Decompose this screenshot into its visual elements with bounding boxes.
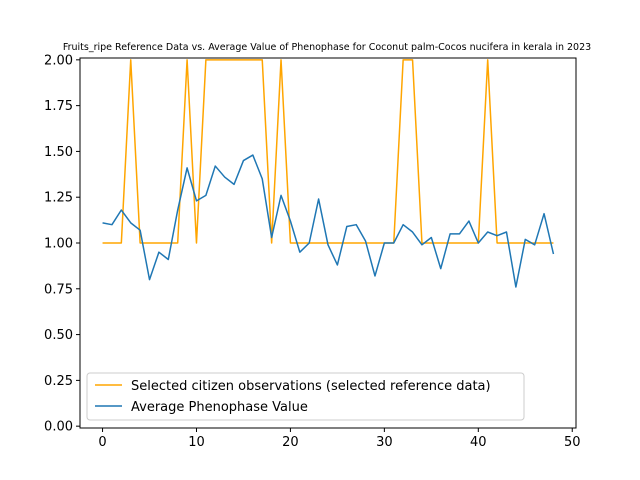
- y-tick-label: 0.75: [44, 282, 73, 297]
- series-line-average: [102, 154, 555, 288]
- y-tick-label: 0.25: [44, 374, 73, 389]
- y-tick-label: 1.50: [44, 145, 73, 160]
- x-tick-label: 30: [376, 435, 393, 450]
- x-tick-label: 0: [98, 435, 106, 450]
- y-tick-label: 0.00: [44, 420, 73, 435]
- y-tick-label: 1.25: [44, 191, 73, 206]
- series-layer: [102, 59, 555, 288]
- legend: Selected citizen observations (selected …: [86, 372, 525, 421]
- legend-box: [86, 372, 525, 421]
- legend-label-reference: Selected citizen observations (selected …: [131, 379, 491, 394]
- y-tick-label: 1.00: [44, 237, 73, 252]
- x-tick-label: 10: [188, 435, 205, 450]
- x-tick-label: 40: [470, 435, 487, 450]
- x-axis: 0 10 20 30 40 50: [98, 428, 581, 450]
- y-tick-label: 0.50: [44, 328, 73, 343]
- y-axis: 0.00 0.25 0.50 0.75 1.00 1.25 1.50 1.75 2.00: [44, 53, 80, 435]
- chart-title: Fruits_ripe Reference Data vs. Average V…: [63, 42, 591, 53]
- legend-label-average: Average Phenophase Value: [131, 400, 308, 415]
- y-tick-label: 1.75: [44, 99, 73, 114]
- x-tick-label: 50: [564, 435, 581, 450]
- x-tick-label: 20: [282, 435, 299, 450]
- y-tick-label: 2.00: [44, 53, 73, 68]
